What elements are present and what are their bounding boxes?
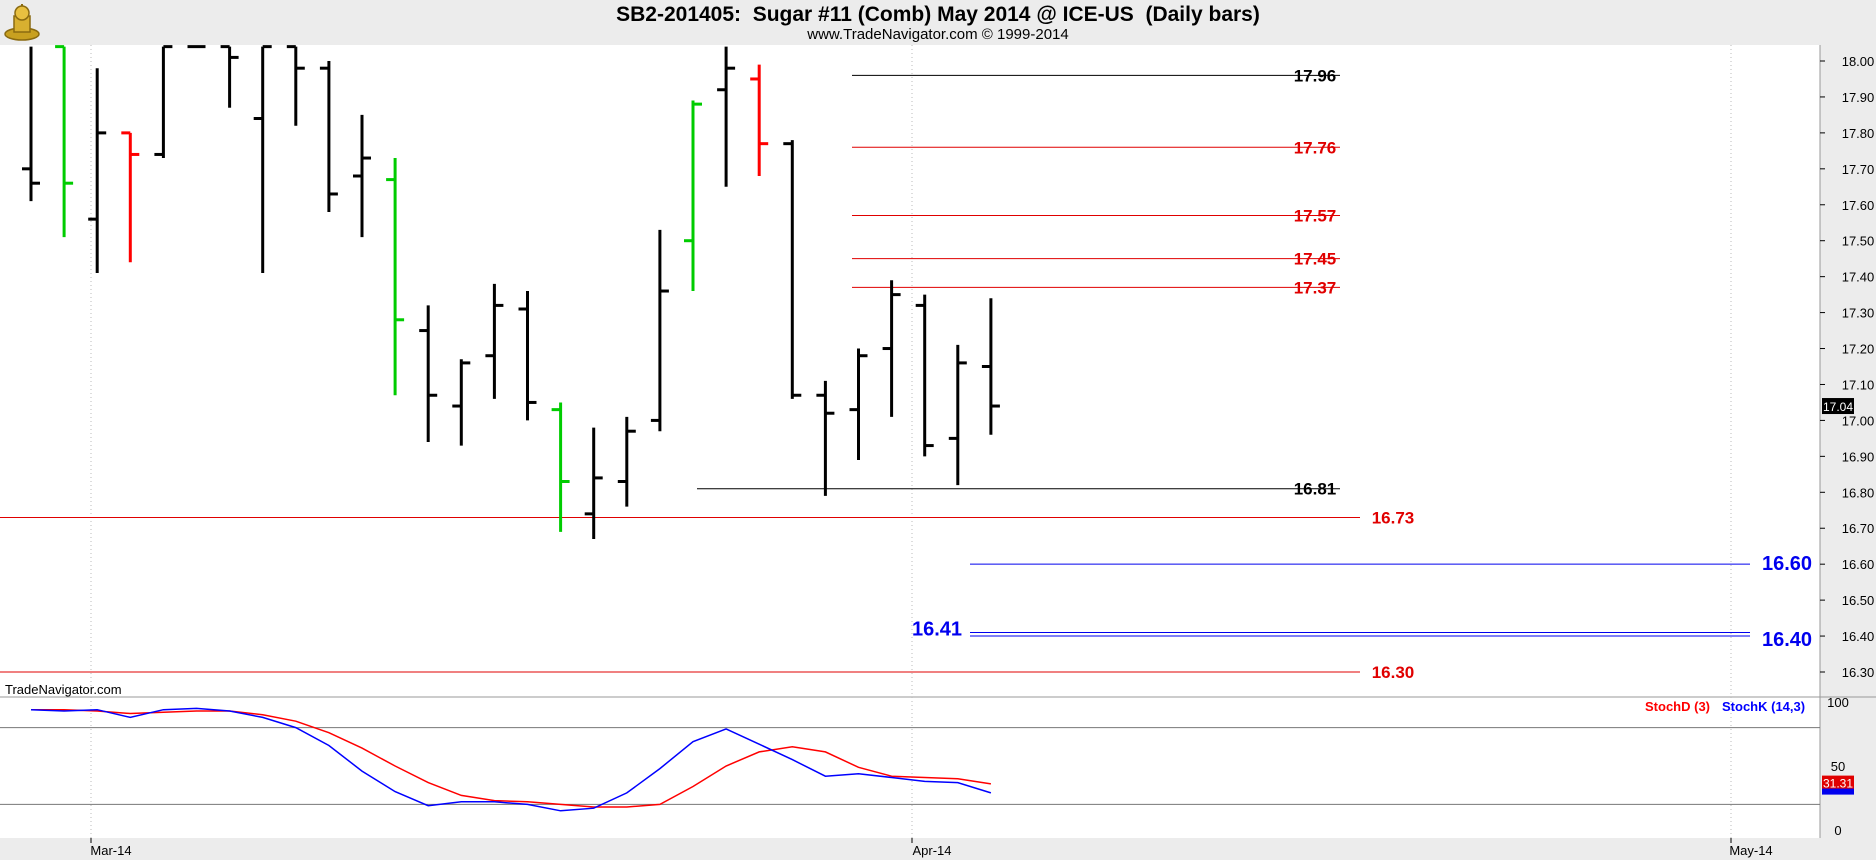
stoch-d-last-box (1822, 775, 1854, 791)
legend-stoch-k: StochK (14,3) (1722, 699, 1805, 714)
y-tick-label: 17.40 (1842, 270, 1875, 285)
stoch-d-last-label: 31.31 (1823, 777, 1853, 791)
level-label-17-57: 17.57 (1294, 207, 1337, 226)
stoch-y-tick-label: 100 (1827, 695, 1849, 710)
stoch-y-tick-label: 50 (1831, 759, 1845, 774)
stoch-line-k (30, 707, 992, 812)
level-label-16-40: 16.40 (1762, 629, 1812, 651)
y-tick-label: 16.60 (1842, 557, 1875, 572)
level-label-16-81: 16.81 (1294, 480, 1337, 499)
stoch-k-last-box (1822, 788, 1854, 795)
plot-background (0, 45, 1876, 860)
trade-navigator-logo-icon[interactable] (2, 2, 42, 42)
x-tick-label: Mar-14 (90, 843, 131, 858)
y-tick-label: 17.60 (1842, 198, 1875, 213)
y-tick-label: 16.80 (1842, 485, 1875, 500)
legend-stoch-d: StochD (3) (1645, 699, 1710, 714)
y-tick-label: 16.40 (1842, 629, 1875, 644)
y-tick-label: 18.00 (1842, 54, 1875, 69)
level-label-16-30: 16.30 (1372, 663, 1415, 682)
x-axis-background (0, 838, 1876, 860)
x-tick-label: May-14 (1729, 843, 1772, 858)
y-tick-label: 17.50 (1842, 234, 1875, 249)
level-label-16-60: 16.60 (1762, 553, 1812, 575)
watermark-text: TradeNavigator.com (5, 682, 122, 697)
level-label-16-41: 16.41 (912, 618, 962, 640)
y-tick-label: 17.80 (1842, 126, 1875, 141)
level-label-17-76: 17.76 (1294, 138, 1337, 157)
y-tick-label: 16.30 (1842, 665, 1875, 680)
chart-header: SB2-201405: Sugar #11 (Comb) May 2014 @ … (0, 0, 1876, 45)
y-tick-label: 17.00 (1842, 413, 1875, 428)
y-tick-label: 17.30 (1842, 306, 1875, 321)
level-label-17-96: 17.96 (1294, 66, 1337, 85)
chart-title: SB2-201405: Sugar #11 (Comb) May 2014 @ … (616, 3, 1260, 26)
y-tick-label: 16.90 (1842, 449, 1875, 464)
y-tick-label: 17.90 (1842, 90, 1875, 105)
chart-subtitle: www.TradeNavigator.com © 1999-2014 (807, 26, 1069, 43)
stoch-line-d (31, 708, 992, 808)
y-tick-label: 17.10 (1842, 377, 1875, 392)
y-tick-label: 17.70 (1842, 162, 1875, 177)
y-tick-label: 16.70 (1842, 521, 1875, 536)
level-label-17-45: 17.45 (1294, 250, 1337, 269)
y-axis-background (1820, 45, 1876, 838)
last-price-box (1822, 398, 1854, 415)
stoch-y-tick-label: 0 (1834, 823, 1841, 838)
y-tick-label: 16.50 (1842, 593, 1875, 608)
level-label-16-73: 16.73 (1372, 508, 1415, 527)
level-label-17-37: 17.37 (1294, 278, 1337, 297)
y-tick-label: 17.20 (1842, 342, 1875, 357)
x-tick-label: Apr-14 (912, 843, 951, 858)
last-price-label: 17.04 (1823, 400, 1853, 414)
